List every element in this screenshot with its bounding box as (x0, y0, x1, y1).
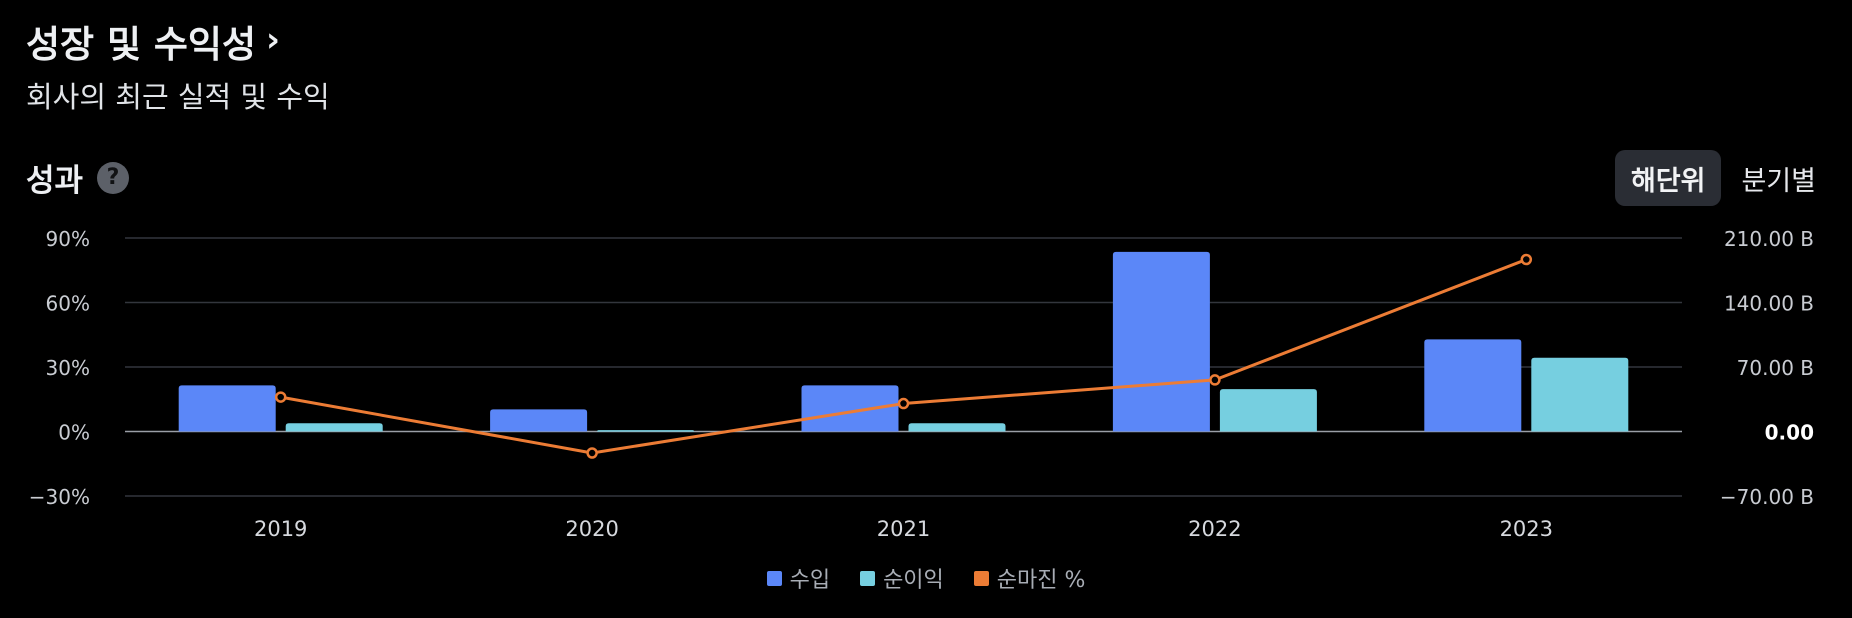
legend-label-net-margin: 순마진 % (996, 568, 1086, 593)
net-margin-point (586, 447, 598, 459)
net-margin-line (280, 258, 1527, 455)
bar-revenue (178, 385, 276, 432)
legend-swatch-revenue (766, 570, 782, 586)
x-tick-label: 2023 (1500, 517, 1553, 541)
chevron-right-icon: › (266, 20, 281, 60)
left-tick-label: 60% (46, 292, 90, 316)
toggle-quarterly-button[interactable]: 분기별 (1741, 165, 1816, 197)
right-tick-label: 140.00 B (1724, 292, 1814, 316)
performance-chart: −30% 0% 30% 60% 90% −70.00 B 0.00 70.00 B 140.00… (29, 227, 1814, 541)
left-tick-label: 0% (58, 421, 90, 445)
legend-item-net-margin[interactable]: 순마진 % (973, 562, 1086, 594)
right-tick-label: 210.00 B (1724, 227, 1814, 251)
right-tick-label: −70.00 B (1720, 485, 1814, 509)
x-tick-label: 2021 (877, 517, 930, 541)
performance-header: 성과 ? (26, 155, 130, 200)
bar-revenue (490, 409, 588, 432)
legend-label-revenue: 수입 (789, 568, 831, 593)
legend-label-net-income: 순이익 (883, 568, 944, 593)
help-icon[interactable]: ? (97, 161, 130, 194)
bar-net-income (597, 430, 695, 432)
right-tick-label: 70.00 B (1737, 356, 1814, 380)
x-tick-label: 2022 (1188, 517, 1241, 541)
right-tick-label: 0.00 (1765, 421, 1814, 445)
legend-item-net-income[interactable]: 순이익 (860, 562, 944, 594)
bar-net-income (1219, 389, 1317, 432)
bar-net-income (285, 423, 383, 432)
section-title: 성과 (26, 163, 84, 199)
bar-revenue (1424, 339, 1522, 432)
legend-swatch-net-margin (973, 570, 989, 586)
bar-revenue (1112, 251, 1210, 432)
bar-net-income (908, 423, 1006, 432)
left-tick-label: −30% (29, 485, 90, 509)
net-margin-point (1520, 253, 1533, 266)
toggle-annual-button[interactable]: 해단위 (1614, 150, 1722, 206)
period-toggle: 해단위 분기별 (1614, 150, 1832, 206)
bar-net-income (1531, 357, 1629, 432)
net-margin-point (1209, 374, 1221, 386)
net-margin-point (897, 397, 910, 410)
x-tick-label: 2019 (254, 517, 307, 541)
left-tick-label: 30% (46, 356, 90, 380)
page-title: 성장 및 수익성 (26, 23, 257, 66)
left-tick-label: 90% (46, 227, 90, 251)
section-heading-link[interactable]: 성장 및 수익성 › (26, 14, 280, 68)
legend-swatch-net-income (860, 570, 876, 586)
page-subtitle: 회사의 최근 실적 및 수익 (26, 80, 330, 114)
legend-item-revenue[interactable]: 수입 (766, 562, 831, 594)
bar-revenue (801, 385, 899, 432)
x-tick-label: 2020 (565, 517, 618, 541)
chart-legend: 수입 순이익 순마진 % (0, 562, 1852, 594)
net-margin-point (274, 391, 287, 403)
